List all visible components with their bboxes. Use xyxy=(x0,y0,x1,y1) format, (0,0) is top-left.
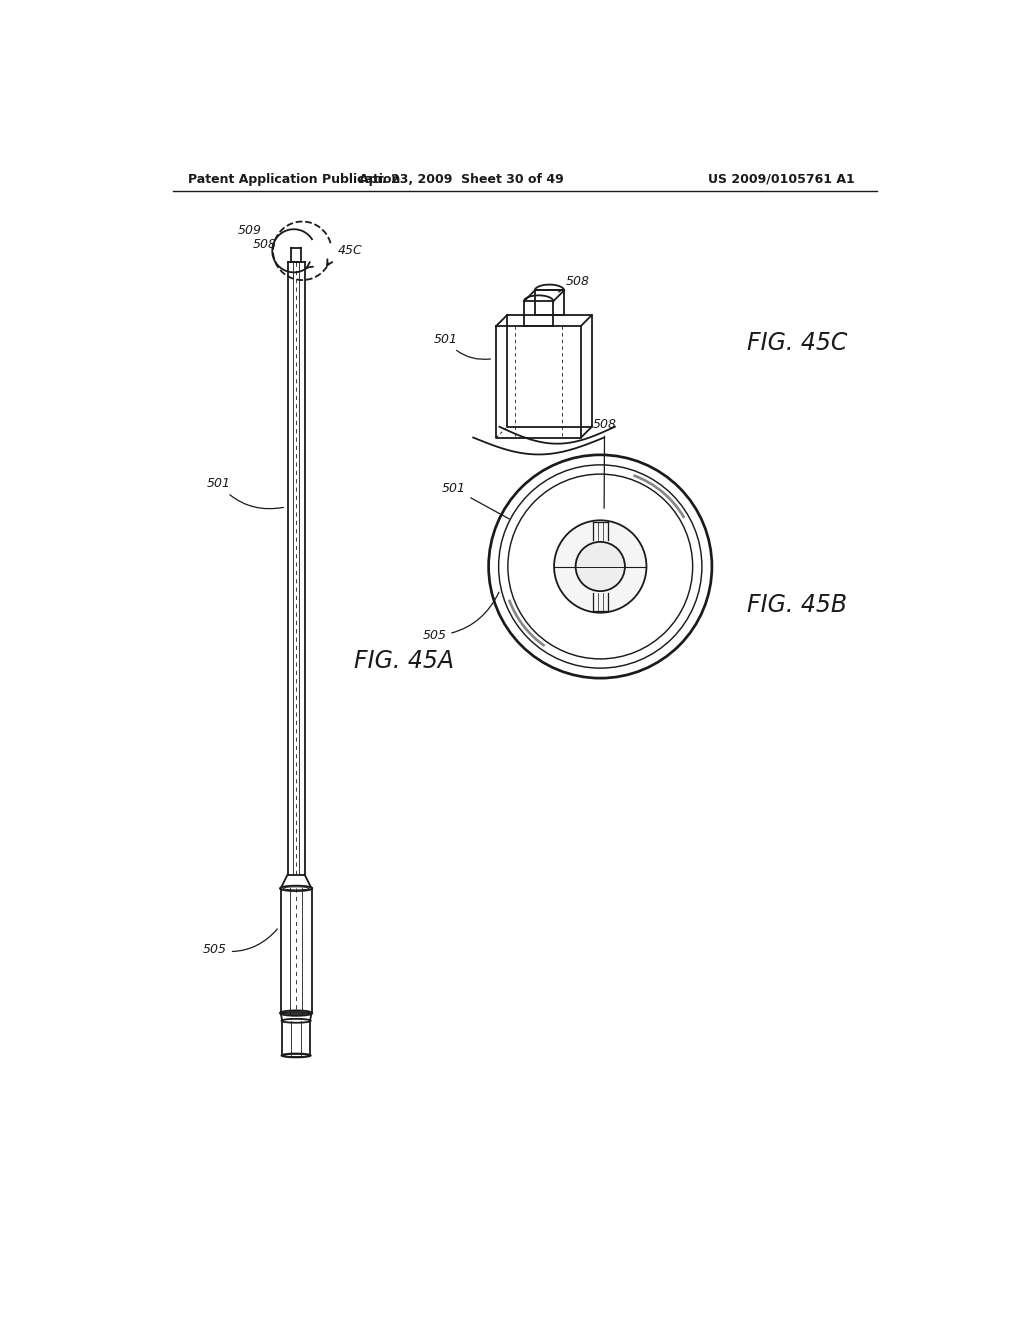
Text: Patent Application Publication: Patent Application Publication xyxy=(188,173,400,186)
Text: 508: 508 xyxy=(253,239,276,251)
Text: 501: 501 xyxy=(441,482,509,519)
Text: 508: 508 xyxy=(559,275,590,292)
Text: 505: 505 xyxy=(422,593,499,643)
Text: 501: 501 xyxy=(207,478,284,508)
Text: 509: 509 xyxy=(238,224,261,236)
Text: FIG. 45A: FIG. 45A xyxy=(354,649,454,673)
Text: 501: 501 xyxy=(434,333,490,359)
Circle shape xyxy=(554,520,646,612)
Text: 505: 505 xyxy=(203,929,278,957)
Text: 45C: 45C xyxy=(338,244,362,257)
Circle shape xyxy=(575,541,625,591)
Text: FIG. 45B: FIG. 45B xyxy=(746,593,847,616)
Text: Apr. 23, 2009  Sheet 30 of 49: Apr. 23, 2009 Sheet 30 of 49 xyxy=(359,173,564,186)
Text: US 2009/0105761 A1: US 2009/0105761 A1 xyxy=(708,173,855,186)
Text: FIG. 45C: FIG. 45C xyxy=(746,331,847,355)
Text: 508: 508 xyxy=(593,417,616,508)
